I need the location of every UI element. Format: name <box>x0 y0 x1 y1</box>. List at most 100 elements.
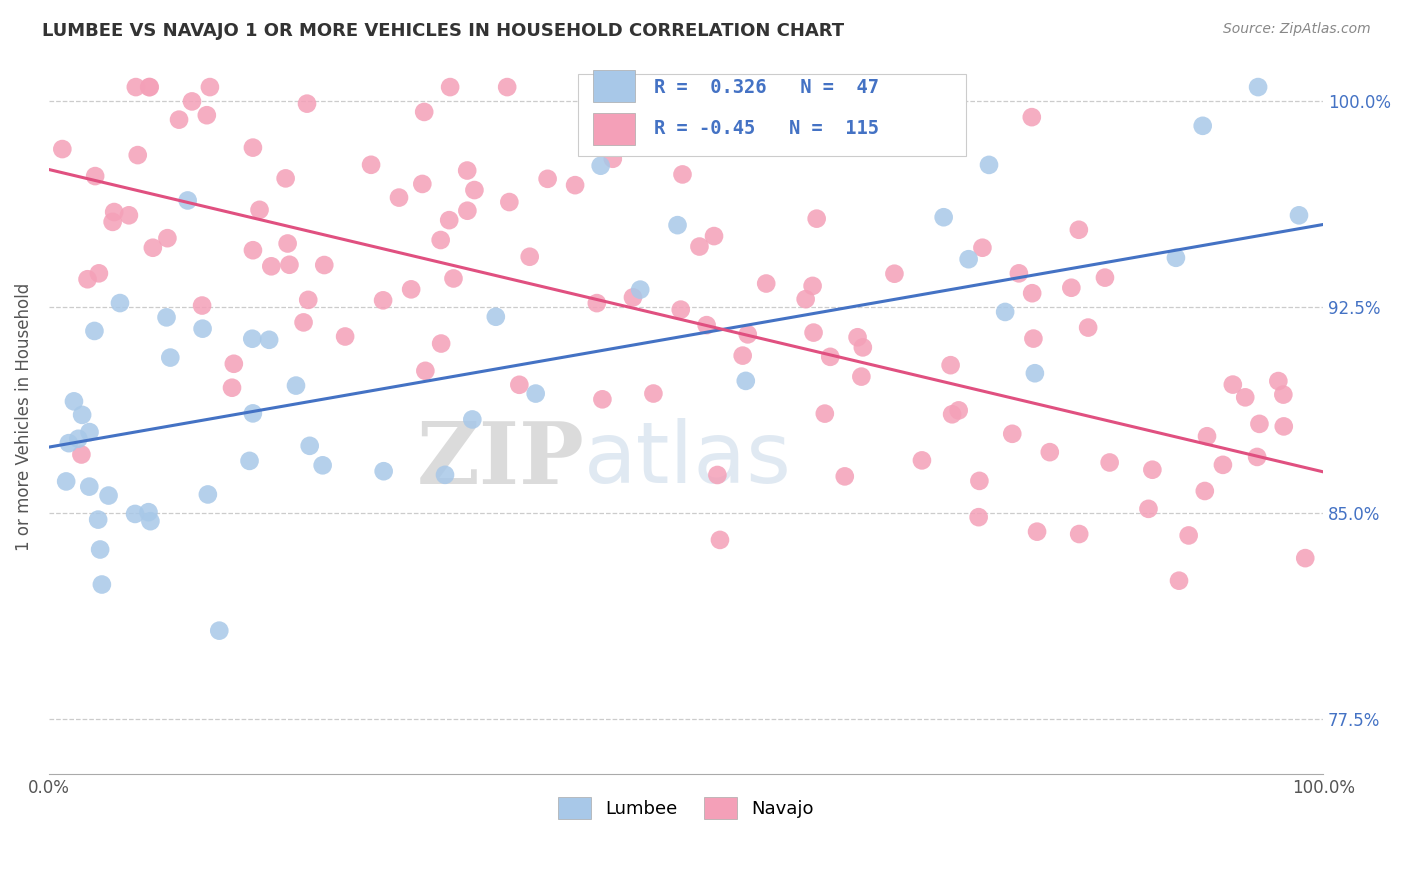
Point <box>63 394 86 409</box>
Point <box>1067 223 1090 237</box>
Point <box>591 392 613 407</box>
Point <box>883 267 905 281</box>
Point <box>1222 377 1244 392</box>
Point <box>456 163 478 178</box>
Point <box>221 381 243 395</box>
Point <box>58 436 80 450</box>
Point <box>1212 458 1234 472</box>
Point <box>388 191 411 205</box>
Point <box>242 406 264 420</box>
Text: LUMBEE VS NAVAJO 1 OR MORE VEHICLES IN HOUSEHOLD CORRELATION CHART: LUMBEE VS NAVAJO 1 OR MORE VEHICLES IN H… <box>42 22 845 40</box>
Point <box>967 510 990 524</box>
Point <box>1098 455 1121 469</box>
Point <box>1247 80 1270 95</box>
Text: Source: ZipAtlas.com: Source: ZipAtlas.com <box>1223 22 1371 37</box>
Point <box>461 412 484 426</box>
Point <box>222 357 245 371</box>
Point <box>628 283 651 297</box>
Point <box>260 260 283 274</box>
Point <box>932 211 955 225</box>
Point <box>852 340 875 354</box>
Point <box>1195 429 1218 443</box>
Point <box>846 330 869 344</box>
Point <box>806 211 828 226</box>
Point <box>437 213 460 227</box>
Point <box>801 279 824 293</box>
Point <box>139 80 162 95</box>
Point <box>1177 528 1199 542</box>
Text: R = -0.45   N =  115: R = -0.45 N = 115 <box>654 120 879 138</box>
Point <box>621 290 644 304</box>
Point <box>1272 387 1295 401</box>
Point <box>108 296 131 310</box>
Y-axis label: 1 or more Vehicles in Household: 1 or more Vehicles in Household <box>15 283 32 551</box>
Point <box>1191 119 1213 133</box>
Point <box>295 96 318 111</box>
Point <box>277 236 299 251</box>
Point <box>834 469 856 483</box>
Point <box>1021 286 1043 301</box>
Point <box>703 229 725 244</box>
Point <box>1142 463 1164 477</box>
Point <box>439 80 461 95</box>
Point <box>669 302 692 317</box>
Point <box>70 408 93 422</box>
Point <box>1246 450 1268 464</box>
Point <box>208 624 231 638</box>
Point <box>666 218 689 232</box>
Point <box>371 293 394 308</box>
Point <box>803 326 825 340</box>
Point <box>89 542 111 557</box>
Point <box>1060 281 1083 295</box>
Point <box>851 369 873 384</box>
Point <box>76 272 98 286</box>
Point <box>1094 270 1116 285</box>
FancyBboxPatch shape <box>593 112 636 145</box>
Point <box>794 292 817 306</box>
Point <box>127 148 149 162</box>
Point <box>292 315 315 329</box>
Point <box>411 177 433 191</box>
Point <box>79 480 101 494</box>
Point <box>238 454 260 468</box>
Point <box>939 358 962 372</box>
Point <box>242 140 264 154</box>
Point <box>67 432 90 446</box>
Point <box>79 425 101 439</box>
FancyBboxPatch shape <box>593 70 636 102</box>
Point <box>709 533 731 547</box>
Point <box>524 386 547 401</box>
Point <box>1164 251 1187 265</box>
FancyBboxPatch shape <box>578 74 966 156</box>
Point <box>124 507 146 521</box>
Point <box>51 142 73 156</box>
Point <box>1168 574 1191 588</box>
Point <box>87 513 110 527</box>
Point <box>87 266 110 280</box>
Point <box>430 336 453 351</box>
Point <box>941 407 963 421</box>
Point <box>564 178 586 193</box>
Point <box>957 252 980 267</box>
Point <box>1272 419 1295 434</box>
Point <box>755 277 778 291</box>
Point <box>508 377 530 392</box>
Point <box>415 364 437 378</box>
Point <box>191 321 214 335</box>
Point <box>498 195 520 210</box>
Point <box>429 233 451 247</box>
Point <box>671 168 693 182</box>
Point <box>138 80 160 95</box>
Point <box>734 374 756 388</box>
Point <box>139 514 162 528</box>
Point <box>167 112 190 127</box>
Point <box>496 80 519 95</box>
Point <box>911 453 934 467</box>
Point <box>688 239 710 253</box>
Point <box>125 80 148 95</box>
Point <box>176 194 198 208</box>
Point <box>948 403 970 417</box>
Point <box>1294 551 1316 566</box>
Text: atlas: atlas <box>583 418 792 501</box>
Point <box>731 349 754 363</box>
